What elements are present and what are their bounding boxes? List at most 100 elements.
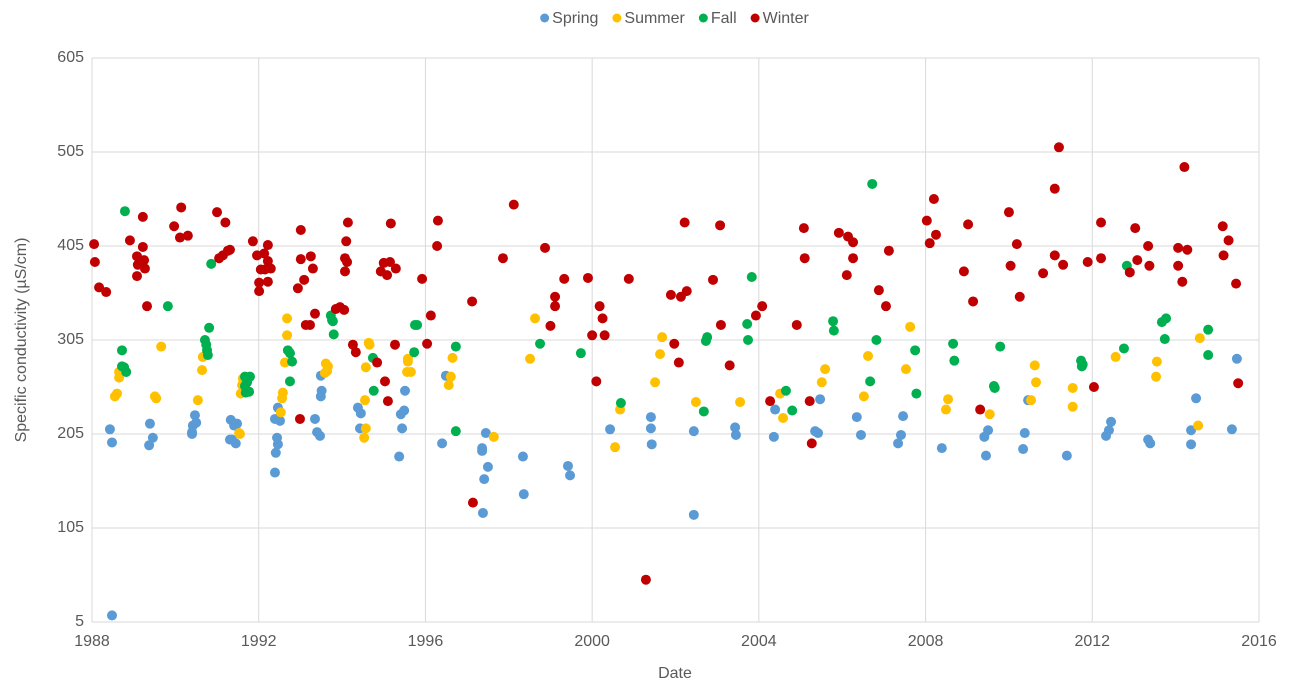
point (645, 423, 656, 434)
point (525, 353, 536, 364)
x-tick-label: 2000 (574, 633, 610, 650)
point (1143, 241, 1154, 251)
point (743, 335, 754, 345)
point (360, 362, 371, 373)
point (156, 341, 167, 352)
point (1031, 377, 1042, 388)
point (204, 322, 215, 333)
point (397, 423, 408, 434)
point (1096, 217, 1107, 228)
point (347, 339, 358, 350)
point (400, 385, 411, 396)
point (623, 273, 634, 284)
point (107, 610, 118, 621)
point (1011, 239, 1022, 250)
point (359, 432, 370, 443)
point (815, 394, 826, 405)
point (1124, 267, 1135, 278)
point (422, 338, 433, 349)
point (282, 313, 293, 324)
point (867, 178, 878, 189)
legend-marker (540, 13, 550, 23)
point (943, 394, 954, 405)
legend-marker (750, 13, 760, 23)
legend-label: Winter (763, 10, 810, 27)
point (911, 388, 922, 399)
point (405, 366, 416, 377)
point (330, 303, 341, 314)
point (385, 256, 396, 267)
point (981, 450, 992, 461)
point (650, 377, 661, 388)
point (432, 215, 443, 226)
point (412, 319, 423, 330)
point (657, 332, 668, 343)
point (1106, 416, 1117, 427)
point (851, 412, 862, 423)
y-tick-label: 205 (57, 425, 84, 442)
grid (91, 57, 1260, 623)
point (417, 273, 428, 284)
series (89, 142, 1244, 585)
legend-label: Spring (552, 10, 598, 27)
point (863, 350, 874, 361)
series (117, 178, 1214, 437)
point (107, 437, 118, 448)
point (390, 339, 401, 350)
point (299, 274, 310, 285)
point (871, 335, 882, 345)
point (244, 371, 255, 382)
point (467, 296, 478, 307)
point (1223, 235, 1234, 246)
point (482, 461, 493, 472)
point (1159, 334, 1170, 345)
point (1049, 183, 1060, 194)
point (1173, 242, 1184, 253)
point (910, 345, 921, 356)
point (1103, 425, 1114, 436)
point (688, 426, 699, 437)
point (757, 301, 768, 312)
point (402, 356, 413, 367)
point (104, 424, 115, 435)
point (1110, 351, 1121, 362)
point (669, 338, 680, 349)
point (582, 272, 593, 283)
point (1018, 444, 1029, 455)
point (770, 404, 781, 415)
point (284, 348, 295, 359)
point (447, 352, 458, 363)
point (284, 376, 295, 387)
point (1218, 250, 1229, 261)
point (390, 263, 401, 274)
point (117, 345, 128, 356)
point (848, 237, 859, 248)
point (688, 509, 699, 520)
point (750, 310, 761, 321)
point (508, 199, 519, 210)
point (282, 330, 293, 341)
point (189, 410, 200, 421)
point (1145, 438, 1156, 449)
point (645, 412, 656, 423)
point (176, 202, 187, 213)
point (594, 301, 605, 312)
point (224, 244, 235, 255)
point (409, 347, 420, 358)
point (147, 432, 158, 443)
point (820, 364, 831, 375)
point (655, 349, 666, 360)
point (724, 360, 735, 371)
point (640, 574, 651, 585)
series (104, 353, 1242, 621)
point (247, 236, 258, 247)
point (708, 274, 719, 285)
point (139, 255, 150, 266)
point (936, 443, 947, 454)
y-tick-label: 505 (57, 143, 84, 160)
point (488, 431, 499, 442)
point (121, 366, 132, 377)
point (679, 217, 690, 228)
point (1203, 324, 1214, 335)
